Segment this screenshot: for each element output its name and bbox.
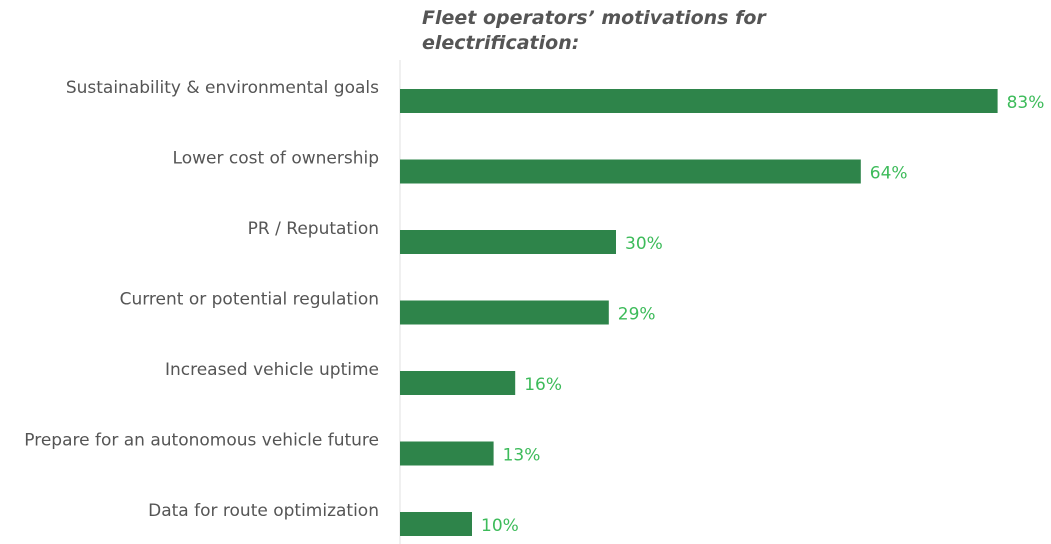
value-label: 64% [870,164,908,184]
value-label: 16% [524,375,562,395]
category-label: Prepare for an autonomous vehicle future [24,431,379,451]
category-label: Current or potential regulation [120,290,379,310]
value-label: 29% [618,305,656,325]
bar [400,371,516,395]
category-label: Increased vehicle uptime [165,360,379,380]
bar [400,230,616,254]
bar [400,89,998,113]
value-label: 10% [481,516,519,536]
bar [400,512,472,536]
bar [400,159,861,184]
category-label: Data for route optimization [148,501,379,521]
bar [400,300,609,325]
bar [400,441,494,466]
value-label: 83% [1007,93,1045,113]
chart-title: Fleet operators’ motivations for electri… [422,7,766,54]
value-label: 13% [503,446,541,466]
category-label: Sustainability & environmental goals [66,78,379,98]
value-label: 30% [625,234,663,254]
category-label: PR / Reputation [248,219,379,239]
category-label: Lower cost of ownership [173,149,379,169]
